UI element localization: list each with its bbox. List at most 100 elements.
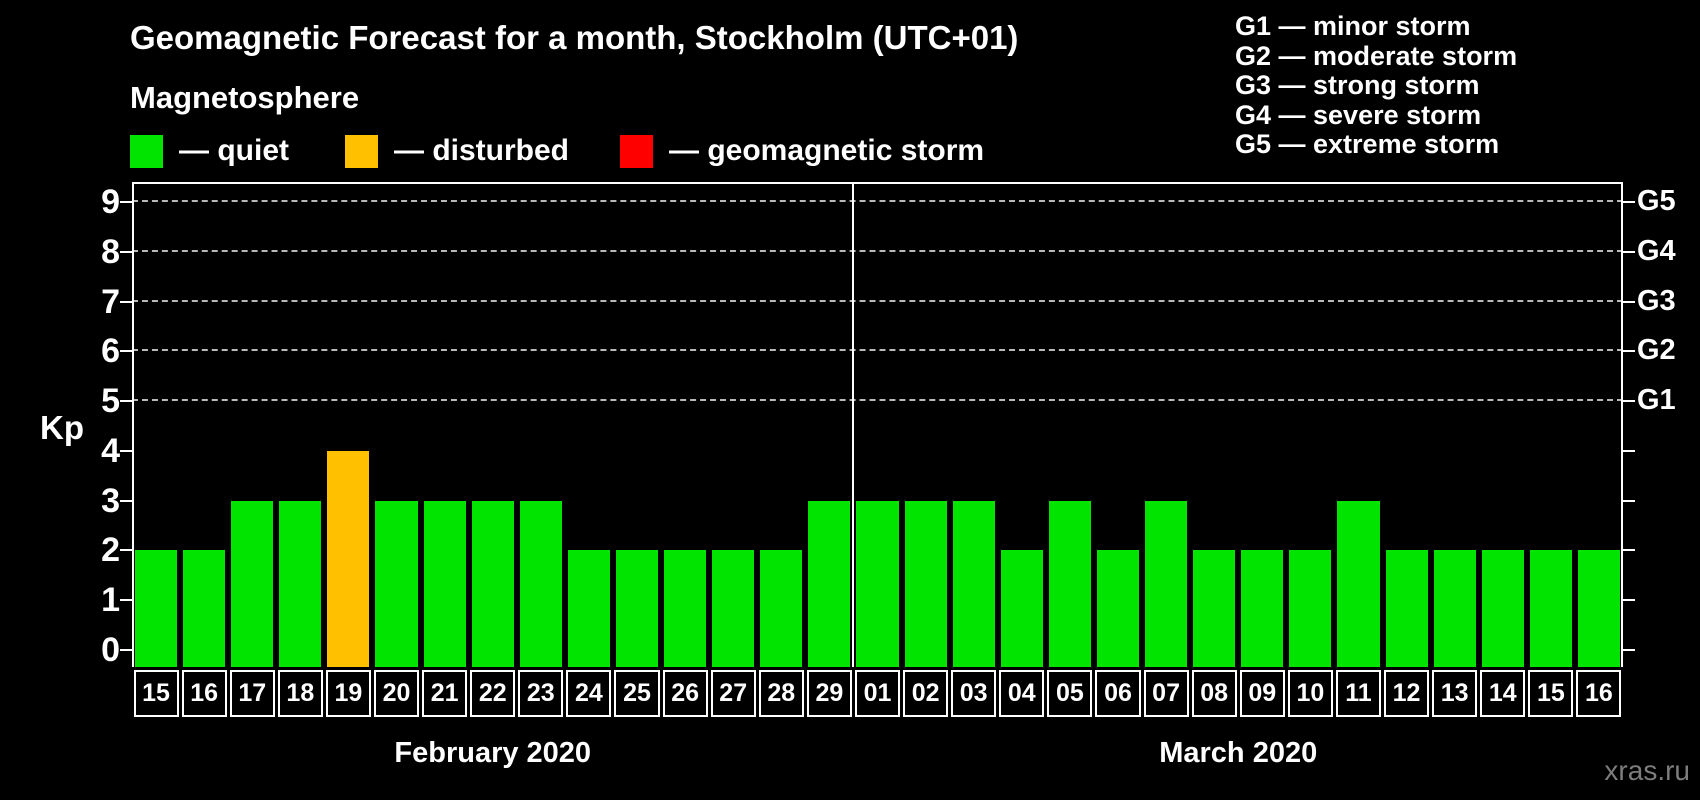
y-tick-label-3: 3 — [101, 481, 120, 520]
month-label-2: March 2020 — [1159, 737, 1318, 769]
kp-bar-february-28 — [760, 550, 803, 667]
g-level-label-G5: G5 — [1637, 184, 1676, 217]
date-cell-01: 01 — [854, 670, 901, 717]
kp-bar-march-13 — [1433, 550, 1476, 667]
date-cell-20: 20 — [373, 670, 420, 717]
plot-area — [132, 182, 1623, 667]
kp-axis-title: Kp — [40, 409, 84, 446]
date-cell-17: 17 — [229, 670, 275, 717]
date-cell-05: 05 — [1047, 670, 1093, 717]
y-tick-label-1: 1 — [101, 581, 120, 620]
kp-bar-february-20 — [375, 500, 418, 667]
y-tick-left-2 — [120, 549, 132, 552]
y-tick-right-5 — [1623, 400, 1635, 403]
y-tick-right-7 — [1623, 300, 1635, 303]
date-cell-11: 11 — [1335, 670, 1381, 717]
legend-item-quiet: — quiet — [130, 133, 289, 169]
kp-bar-march-02 — [904, 500, 947, 667]
g-scale-legend: G1 — minor storm G2 — moderate storm G3 — … — [1235, 11, 1518, 160]
date-cell-15: 15 — [133, 670, 179, 717]
g-legend-line-3: G3 — strong storm — [1235, 70, 1480, 100]
date-cell-29: 29 — [806, 670, 852, 717]
kp-bar-march-10 — [1289, 550, 1332, 667]
kp-bar-march-07 — [1145, 500, 1188, 667]
y-tick-left-0 — [120, 649, 132, 651]
y-tick-left-9 — [120, 200, 132, 203]
date-cell-26: 26 — [662, 670, 708, 717]
kp-bar-february-27 — [712, 550, 755, 667]
date-cell-19: 19 — [325, 670, 371, 717]
kp-bar-march-01 — [856, 500, 899, 667]
y-tick-right-8 — [1623, 250, 1635, 253]
y-tick-label-2: 2 — [101, 531, 120, 570]
y-tick-left-4 — [120, 449, 132, 452]
kp-bar-february-16 — [183, 550, 226, 667]
date-cell-16: 16 — [181, 670, 227, 717]
date-cell-21: 21 — [422, 670, 468, 717]
gridline-kp-8 — [132, 249, 1623, 252]
legend-label-storm: — geomagnetic storm — [669, 134, 985, 167]
month-label-1: February 2020 — [394, 737, 592, 769]
date-cell-13: 13 — [1432, 670, 1478, 717]
date-cell-06: 06 — [1095, 670, 1141, 717]
y-tick-label-6: 6 — [101, 332, 120, 371]
gridline-kp-9 — [132, 199, 1623, 202]
kp-bar-february-29 — [808, 500, 851, 667]
date-cell-10: 10 — [1287, 670, 1333, 717]
kp-bar-march-11 — [1337, 500, 1380, 667]
g-legend-line-4: G4 — severe storm — [1235, 99, 1482, 130]
y-tick-left-3 — [120, 499, 132, 502]
y-tick-label-4: 4 — [101, 431, 120, 470]
kp-bar-march-15 — [1529, 550, 1572, 667]
g-level-label-G2: G2 — [1637, 334, 1676, 367]
g-legend-line-5: G5 — extreme storm — [1235, 129, 1500, 159]
kp-bar-march-04 — [1000, 550, 1043, 667]
plot-border-right — [1621, 182, 1623, 667]
y-tick-label-8: 8 — [101, 232, 120, 271]
kp-bar-february-25 — [615, 550, 659, 667]
date-cell-24: 24 — [566, 670, 612, 717]
kp-bar-march-14 — [1481, 550, 1524, 667]
chart-title: Geomagnetic Forecast for a month, Stockh… — [130, 19, 1019, 56]
g-legend-line-1: G1 — minor storm — [1235, 11, 1471, 41]
date-cell-02: 02 — [903, 670, 949, 717]
kp-bar-march-09 — [1241, 550, 1284, 667]
y-tick-right-2 — [1623, 549, 1635, 552]
kp-bar-february-23 — [519, 500, 562, 667]
g-level-label-G4: G4 — [1637, 234, 1676, 267]
kp-bar-february-17 — [231, 500, 274, 667]
legend-item-storm: — geomagnetic storm — [620, 133, 984, 169]
y-tick-right-0 — [1623, 649, 1635, 651]
date-cell-14: 14 — [1480, 670, 1526, 717]
plot-border-top — [132, 182, 1623, 184]
gridline-kp-6 — [132, 349, 1623, 352]
kp-bar-february-15 — [135, 550, 178, 667]
watermark: xras.ru — [1604, 755, 1690, 786]
date-cell-08: 08 — [1191, 670, 1237, 717]
y-tick-label-5: 5 — [101, 382, 120, 421]
date-cell-23: 23 — [518, 670, 564, 717]
legend-label-quiet: — quiet — [179, 134, 289, 167]
kp-bar-february-18 — [279, 500, 322, 667]
kp-bar-march-12 — [1385, 550, 1428, 667]
date-cell-04: 04 — [999, 670, 1045, 717]
date-cell-09: 09 — [1239, 670, 1285, 717]
date-cell-18: 18 — [277, 670, 323, 717]
disturbed-color-swatch — [345, 134, 378, 168]
kp-bar-february-22 — [471, 500, 514, 667]
y-tick-left-5 — [120, 400, 132, 403]
kp-bar-february-19 — [327, 450, 370, 667]
y-tick-right-9 — [1623, 200, 1635, 203]
y-tick-right-6 — [1623, 350, 1635, 353]
date-cell-27: 27 — [710, 670, 756, 717]
g-legend-line-2: G2 — moderate storm — [1235, 40, 1518, 71]
y-tick-right-3 — [1623, 499, 1635, 502]
y-tick-right-1 — [1623, 599, 1635, 602]
date-cell-12: 12 — [1384, 670, 1430, 717]
g-level-label-G3: G3 — [1637, 284, 1676, 317]
kp-bar-march-05 — [1048, 500, 1091, 667]
date-cell-16: 16 — [1576, 670, 1622, 717]
y-tick-left-8 — [120, 250, 132, 253]
storm-color-swatch — [620, 134, 653, 168]
